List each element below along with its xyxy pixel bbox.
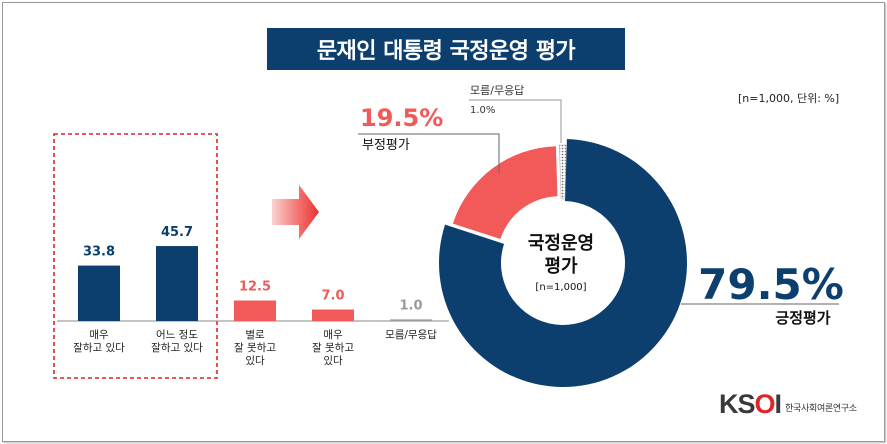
unknown-name-label: 모름/무응답 [470, 84, 524, 97]
transition-arrow-icon [272, 185, 319, 239]
bar-category-label-1: 잘하고 있다 [73, 341, 125, 354]
donut-slice-unknown [559, 144, 567, 200]
donut-slice-negative [452, 146, 558, 240]
bar-category-label-3: 있다 [245, 355, 265, 367]
unknown-leader-line [469, 99, 562, 143]
bar-value-label-2: 45.7 [161, 225, 193, 240]
bar-1 [78, 265, 120, 321]
negative-value-label: 19.5% [360, 104, 443, 132]
brand-block: KSOI 한국사회여론연구소 [719, 391, 857, 418]
donut-center-label: 평가 [544, 256, 578, 277]
positive-name-label: 긍정평가 [775, 309, 830, 327]
negative-leader-line [358, 133, 500, 173]
chart-title: 문재인 대통령 국정운영 평가 [267, 28, 625, 70]
positive-value-label: 79.5% [698, 260, 844, 309]
bar-2 [156, 246, 198, 321]
bar-category-label-3: 별로 [245, 329, 265, 341]
bar-category-label-5: 모름/무응답 [385, 329, 437, 341]
bar-value-label-1: 33.8 [83, 245, 115, 260]
negative-name-label: 부정평가 [362, 138, 410, 153]
bar-category-label-2: 잘하고 있다 [151, 341, 203, 354]
bar-value-label-4: 7.0 [321, 289, 344, 304]
bar-5 [390, 319, 432, 321]
bar-value-label-5: 1.0 [399, 298, 422, 313]
donut-slice-positive [439, 139, 688, 387]
brand-org-name: 한국사회여론연구소 [785, 404, 857, 414]
sample-note: [n=1,000, 단위: %] [738, 92, 840, 105]
bar-category-label-3: 잘 못하고 [234, 341, 276, 354]
donut-center-sublabel: [n=1,000] [535, 282, 586, 293]
bar-3 [234, 300, 276, 321]
donut-center-label: 국정운영 [528, 233, 594, 254]
unknown-value-label: 1.0% [470, 105, 495, 116]
bar-category-label-2: 어느 정도 [156, 329, 198, 341]
bar-value-label-3: 12.5 [239, 280, 271, 295]
bar-category-label-4: 매우 [323, 329, 343, 341]
bar-category-label-4: 있다 [323, 355, 343, 367]
bar-category-label-1: 매우 [89, 329, 109, 341]
bar-category-label-4: 잘 못하고 [312, 341, 354, 354]
bar-4 [312, 309, 354, 321]
ksoi-logo: KSOI [719, 389, 782, 419]
